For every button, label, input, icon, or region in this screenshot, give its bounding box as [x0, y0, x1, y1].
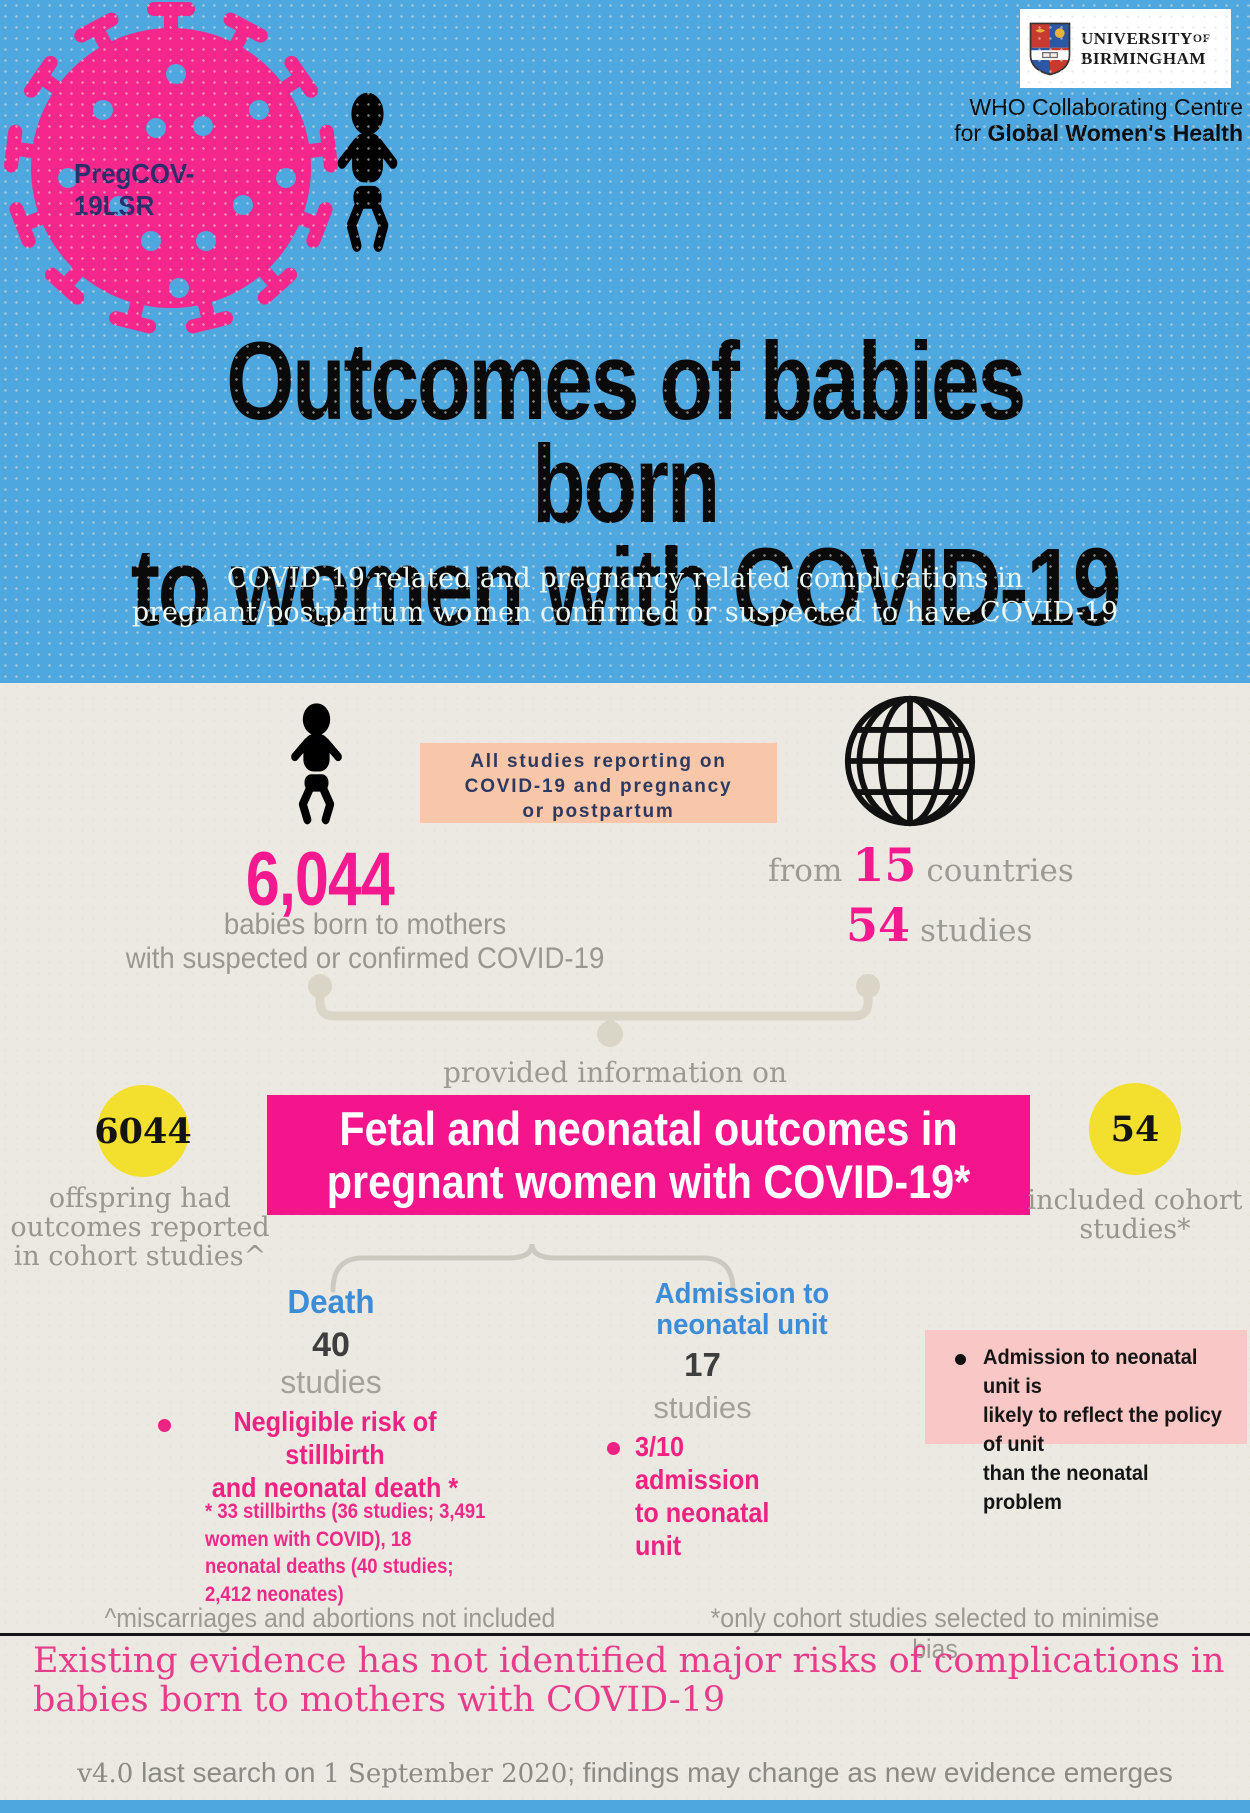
conclusion-statement: Existing evidence has not identified maj… [33, 1641, 1225, 1720]
stillbirth-footnote: * 33 stillbirths (36 studies; 3,491 wome… [205, 1500, 486, 1606]
provided-label: provided information on [443, 1056, 787, 1089]
header-section: PregCOV-19LSR [0, 0, 1250, 683]
offspring-circle: 6044 [94, 1085, 192, 1177]
countries-count: 15 [852, 838, 917, 892]
babies-count: 6,044 [245, 837, 395, 922]
studies-count: 54 [846, 898, 911, 952]
offspring-caption: offspring had outcomes reported in cohor… [10, 1183, 270, 1272]
university-logo: UNIVERSITYOF BIRMINGHAM [1020, 9, 1231, 88]
admission-count: 17 [684, 1346, 721, 1383]
admission-count-label: studies [653, 1390, 752, 1425]
bullet-dot [158, 1419, 171, 1432]
bottom-bar [0, 1800, 1250, 1813]
divider-line [0, 1633, 1250, 1636]
page-subtitle: COVID-19 related and pregnancy related c… [131, 563, 1119, 628]
curly-brace [330, 1243, 736, 1293]
death-bullet: Negligible risk of stillbirth and neonat… [140, 1405, 490, 1504]
admission-note-box: Admission to neonatal unit is likely to … [925, 1330, 1247, 1514]
studies-label: studies [920, 913, 1033, 949]
countries-stat: from 15 countries [768, 838, 1074, 892]
outcome-banner: Fetal and neonatal outcomes in pregnant … [267, 1095, 1030, 1215]
cohort-caption: included cohort studies* [1027, 1185, 1243, 1245]
cohort-circle: 54 [1089, 1083, 1181, 1175]
admission-bullet: 3/10 admission to neonatal unit [585, 1430, 825, 1562]
countries-label: countries [926, 853, 1074, 889]
uob-crest-icon [1029, 22, 1071, 75]
footnote-cohort: *only cohort studies selected to minimis… [710, 1603, 1160, 1664]
all-studies-note: All studies reporting on COVID-19 and pr… [420, 743, 777, 823]
babies-caption: babies born to mothers with suspected or… [125, 908, 605, 975]
bullet-dot [607, 1442, 620, 1455]
connector-bracket [308, 974, 880, 1047]
studies-stat: 54 studies [846, 898, 1032, 952]
who-line2: for Global Women's Health [954, 120, 1243, 146]
bullet-dot [955, 1354, 966, 1365]
pregcov-badge: PregCOV-19LSR [74, 158, 195, 221]
from-label: from [768, 853, 843, 889]
death-heading: Death [287, 1283, 375, 1320]
version-note: v4.0 last search on 1 September 2020; fi… [77, 1757, 1173, 1789]
footnote-miscarriages: ^miscarriages and abortions not included [104, 1603, 556, 1633]
who-centre-text: WHO Collaborating Centre for Global Wome… [830, 94, 1243, 146]
search-date: 1 September 2020 [323, 1759, 568, 1789]
baby-icon [337, 92, 398, 252]
death-count-label: studies [280, 1364, 382, 1400]
death-count: 40 [312, 1326, 350, 1364]
who-line1: WHO Collaborating Centre [969, 94, 1243, 120]
version-label: v4.0 [77, 1759, 134, 1789]
globe-icon [844, 695, 976, 827]
admission-heading: Admission to neonatal unit [654, 1278, 830, 1341]
baby-icon [291, 703, 342, 825]
university-wordmark: UNIVERSITYOF BIRMINGHAM [1081, 29, 1211, 68]
